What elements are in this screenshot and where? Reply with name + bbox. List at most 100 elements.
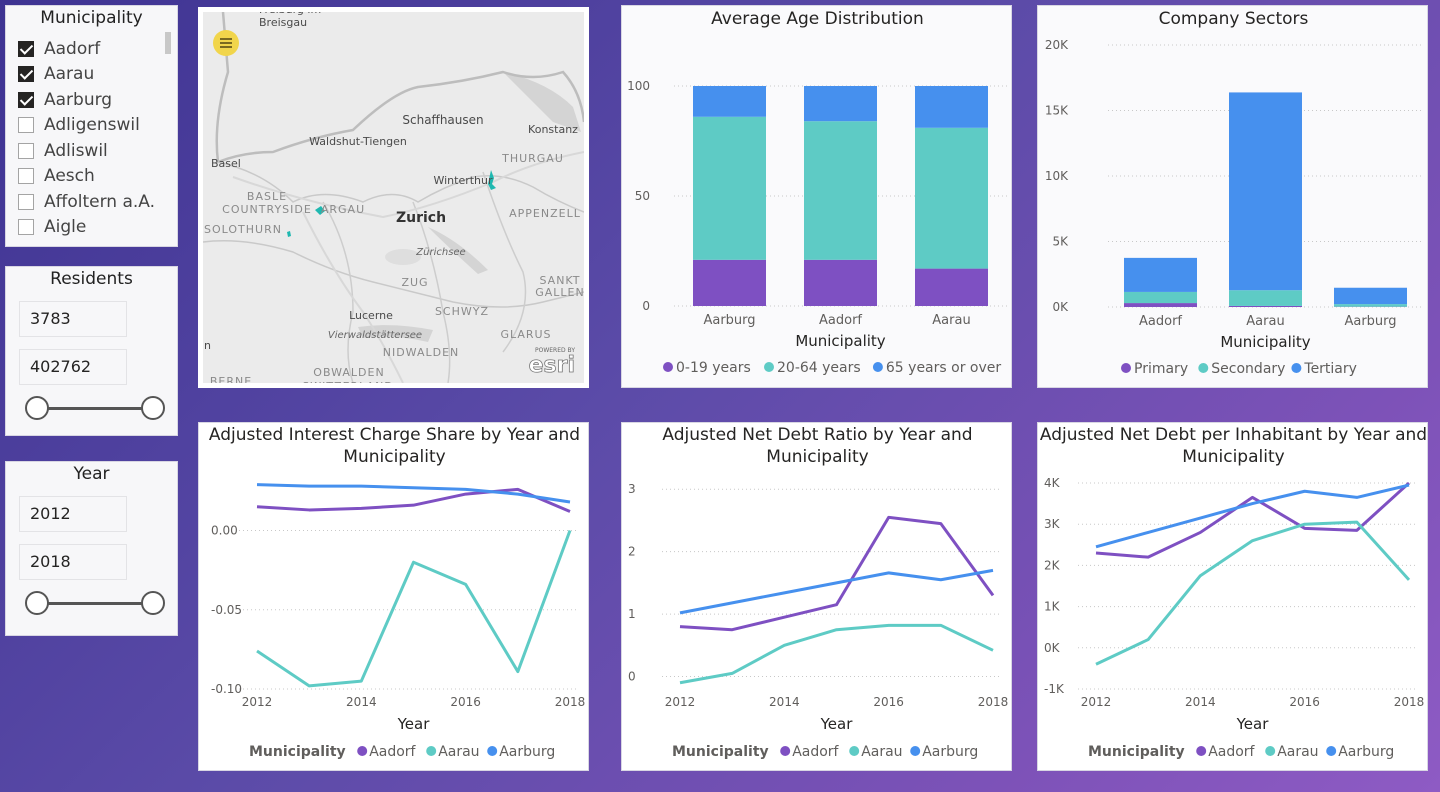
residents-slider-track[interactable] (37, 407, 155, 410)
bar-segment[interactable] (804, 86, 877, 122)
checkbox-empty-icon[interactable] (18, 142, 34, 159)
bar-segment[interactable] (1334, 304, 1407, 307)
legend-label[interactable]: 20-64 years (777, 360, 861, 376)
legend-label[interactable]: Aarburg (499, 744, 555, 760)
y-tick-label: -1K (1044, 682, 1065, 696)
municipality-item[interactable]: Affoltern a.A. (18, 189, 168, 215)
x-tick-label: 2016 (873, 695, 904, 709)
legend-marker (1121, 363, 1131, 373)
municipality-item[interactable]: Aigle (18, 215, 168, 241)
series-line[interactable] (1095, 483, 1410, 549)
map-canvas[interactable]: Freiburg imBreisgau Schaffhausen Waldshut-… (203, 12, 584, 383)
series-line[interactable] (679, 623, 994, 685)
bar-segment[interactable] (693, 259, 766, 306)
legend-label[interactable]: Aarburg (922, 744, 978, 760)
legend-label[interactable]: Aadorf (1208, 744, 1255, 760)
checkbox-checked-icon[interactable] (18, 91, 34, 108)
y-tick-label: 0 (642, 299, 650, 313)
legend-marker (426, 746, 437, 756)
year-min-input[interactable]: 2012 (19, 496, 127, 532)
map-place-label: Schaffhausen (402, 113, 483, 127)
legend-label[interactable]: 65 years or over (886, 360, 1001, 376)
municipality-item[interactable]: Aadorf (18, 36, 168, 62)
lake-lucerne-shape (358, 325, 433, 342)
series-line[interactable] (1095, 481, 1411, 559)
series-line[interactable] (256, 483, 571, 504)
map-place-label: THURGAU (501, 152, 564, 165)
x-tick-label: Aarburg (1344, 314, 1396, 329)
checkbox-empty-icon[interactable] (18, 219, 34, 236)
x-axis-label: Municipality (795, 332, 885, 350)
legend-marker (1326, 746, 1337, 756)
series-line[interactable] (1095, 520, 1411, 666)
legend-label[interactable]: Aarau (438, 744, 479, 760)
municipality-item[interactable]: Aarburg (18, 87, 168, 113)
series-line[interactable] (256, 487, 571, 513)
year-max-input[interactable]: 2018 (19, 544, 127, 580)
bar-segment[interactable] (804, 121, 877, 260)
residents-min-input[interactable]: 3783 (19, 301, 127, 337)
x-axis-label: Year (1236, 715, 1270, 733)
municipality-item[interactable]: Aarau (18, 62, 168, 88)
map-place-label: Zürichsee (415, 247, 465, 258)
legend-label[interactable]: Aarau (1277, 744, 1318, 760)
checkbox-empty-icon[interactable] (18, 117, 34, 134)
residents-slider-min-handle[interactable] (25, 396, 49, 420)
x-tick-label: 2012 (665, 695, 696, 709)
bar-segment[interactable] (1124, 257, 1197, 292)
bar-segment[interactable] (693, 86, 766, 117)
legend-marker (764, 362, 774, 372)
map-place-label: SANKT (539, 274, 580, 287)
residents-slider-max-handle[interactable] (141, 396, 165, 420)
municipality-item[interactable]: Adligenswil (18, 113, 168, 139)
municipality-item[interactable]: Adliswil (18, 138, 168, 164)
legend-label[interactable]: Aadorf (369, 744, 416, 760)
aarburg-marker (287, 231, 291, 237)
aadorf-marker (488, 170, 496, 190)
legend-label[interactable]: Secondary (1211, 361, 1285, 377)
bar-segment[interactable] (1229, 305, 1302, 307)
legend-label[interactable]: Aadorf (792, 744, 839, 760)
bar-segment[interactable] (693, 116, 766, 260)
perinhab-chart-card: Adjusted Net Debt per Inhabitant by Year… (1037, 422, 1428, 771)
bar-segment[interactable] (1229, 290, 1302, 306)
legend-label[interactable]: 0-19 years (676, 360, 751, 376)
map-svg: Freiburg imBreisgau Schaffhausen Waldshut-… (203, 12, 584, 383)
checkbox-checked-icon[interactable] (18, 40, 34, 57)
year-slider-track[interactable] (37, 602, 155, 605)
map-place-label: SWITZERLAND (302, 380, 394, 383)
residents-max-input[interactable]: 402762 (19, 349, 127, 385)
map-menu-button[interactable] (213, 30, 239, 56)
canton-border-shape-3 (322, 201, 354, 383)
year-slicer-title: Year (73, 464, 110, 484)
municipality-scrollbar[interactable] (165, 32, 171, 54)
bar-segment[interactable] (804, 259, 877, 306)
lake-zurich-shape (428, 227, 488, 274)
legend-label[interactable]: Aarburg (1338, 744, 1394, 760)
bar-segment[interactable] (915, 127, 988, 269)
legend-label[interactable]: Primary (1134, 361, 1188, 377)
year-slider-min-handle[interactable] (25, 591, 49, 615)
legend-marker (487, 746, 498, 756)
legend-label[interactable]: Aarau (861, 744, 902, 760)
year-slider-max-handle[interactable] (141, 591, 165, 615)
bar-segment[interactable] (1124, 291, 1197, 304)
map-place-label: Konstanz (528, 123, 578, 136)
bar-segment[interactable] (915, 86, 988, 128)
bar-segment[interactable] (1124, 303, 1197, 307)
checkbox-checked-icon[interactable] (18, 66, 34, 83)
series-line[interactable] (256, 530, 572, 688)
x-axis-label: Year (397, 715, 431, 733)
checkbox-empty-icon[interactable] (18, 193, 34, 210)
municipality-item[interactable]: Aesch (18, 164, 168, 190)
checkbox-empty-icon[interactable] (18, 168, 34, 185)
bar-segment[interactable] (1334, 287, 1407, 305)
y-tick-label: 20K (1045, 38, 1069, 52)
series-line[interactable] (679, 568, 994, 615)
y-tick-label: 0K (1052, 300, 1069, 314)
bar-segment[interactable] (915, 268, 988, 306)
bar-segment[interactable] (1229, 92, 1302, 291)
legend-label[interactable]: Tertiary (1303, 361, 1357, 377)
series-line[interactable] (679, 515, 995, 632)
legend-marker (1198, 363, 1209, 373)
